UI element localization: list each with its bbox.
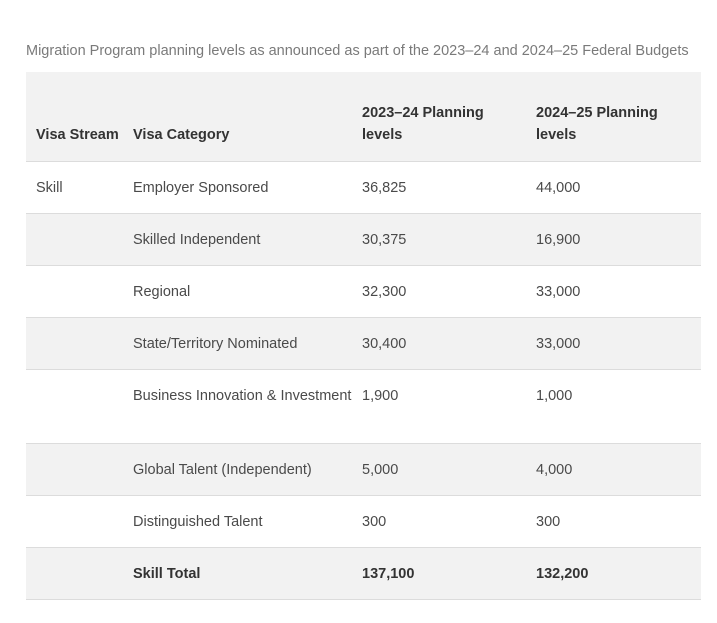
cell-visa-stream: Skill <box>36 179 63 196</box>
cell-2024-25-level: 4,000 <box>536 461 573 478</box>
table-row: Business Innovation & Investment 1,900 1… <box>26 369 701 443</box>
cell-visa-stream <box>26 495 123 547</box>
header-2024-25-levels: 2024–25 Planning levels <box>536 104 658 143</box>
cell-2023-24-level: 300 <box>362 513 387 530</box>
table-row: Global Talent (Independent) 5,000 4,000 <box>26 443 701 495</box>
cell-2024-25-level: 16,900 <box>536 231 581 248</box>
cell-visa-category: Distinguished Talent <box>133 513 263 530</box>
cell-total-label: Skill Total <box>133 565 201 582</box>
cell-2023-24-level: 30,375 <box>362 231 407 248</box>
table-row: Skill Employer Sponsored 36,825 44,000 <box>26 161 701 213</box>
table-body: Skill Employer Sponsored 36,825 44,000 S… <box>26 161 701 599</box>
table-row: State/Territory Nominated 30,400 33,000 <box>26 317 701 369</box>
header-2023-24-levels: 2023–24 Planning levels <box>362 104 484 143</box>
header-visa-stream: Visa Stream <box>36 126 119 143</box>
cell-2024-25-level: 33,000 <box>536 335 581 352</box>
cell-2024-25-level: 1,000 <box>536 387 573 404</box>
cell-2023-24-level: 32,300 <box>362 283 407 300</box>
cell-2024-25-level: 33,000 <box>536 283 581 300</box>
total-row: Skill Total 137,100 132,200 <box>26 547 701 599</box>
cell-visa-category: Business Innovation & Investment <box>133 387 352 404</box>
cell-visa-category: State/Territory Nominated <box>133 335 298 352</box>
cell-2024-25-total: 132,200 <box>536 565 589 582</box>
cell-visa-category: Skilled Independent <box>133 231 261 248</box>
content: Migration Program planning levels as ann… <box>26 40 701 600</box>
table-row: Skilled Independent 30,375 16,900 <box>26 213 701 265</box>
cell-visa-stream <box>26 213 123 265</box>
cell-2023-24-level: 36,825 <box>362 179 407 196</box>
table-row: Distinguished Talent 300 300 <box>26 495 701 547</box>
table-header: Visa Stream Visa Category 2023–24 Planni… <box>26 72 701 161</box>
cell-2024-25-level: 44,000 <box>536 179 581 196</box>
planning-levels-table: Visa Stream Visa Category 2023–24 Planni… <box>26 72 701 600</box>
header-row: Visa Stream Visa Category 2023–24 Planni… <box>26 72 701 161</box>
cell-2023-24-level: 5,000 <box>362 461 399 478</box>
table-row: Regional 32,300 33,000 <box>26 265 701 317</box>
cell-visa-category: Employer Sponsored <box>133 179 269 196</box>
cell-visa-stream <box>26 317 123 369</box>
cell-2023-24-level: 30,400 <box>362 335 407 352</box>
cell-2023-24-level: 1,900 <box>362 387 399 404</box>
cell-visa-stream <box>26 265 123 317</box>
header-visa-category: Visa Category <box>133 126 230 143</box>
cell-visa-stream <box>26 369 123 443</box>
cell-visa-category: Regional <box>133 283 191 300</box>
cell-2024-25-level: 300 <box>536 513 561 530</box>
table-caption: Migration Program planning levels as ann… <box>26 43 689 59</box>
cell-2023-24-total: 137,100 <box>362 565 415 582</box>
cell-visa-stream <box>26 443 123 495</box>
cell-visa-stream <box>26 547 123 599</box>
cell-visa-category: Global Talent (Independent) <box>133 461 312 478</box>
